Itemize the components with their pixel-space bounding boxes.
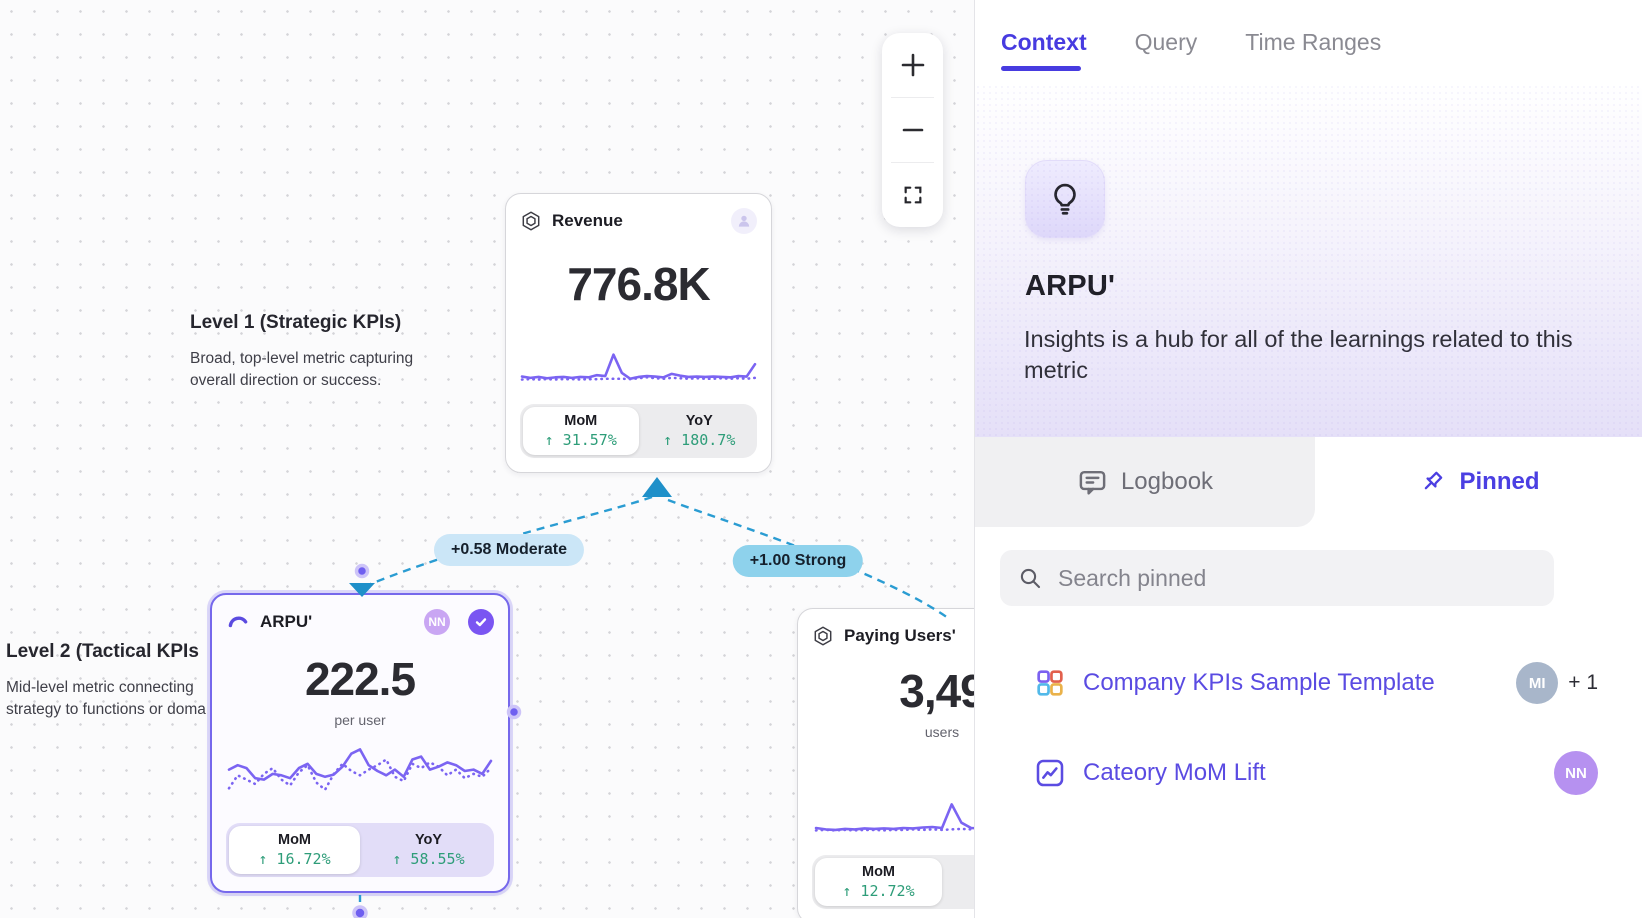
hexagon-metric-icon: [812, 625, 834, 647]
mom-toggle[interactable]: MoM ↑ 16.72%: [229, 826, 360, 874]
tab-time-ranges[interactable]: Time Ranges: [1245, 28, 1382, 55]
canvas-zoom-toolbar: [882, 33, 943, 227]
level-1-annotation: Level 1 (Strategic KPIs) Broad, top-leve…: [190, 312, 440, 392]
tab-query[interactable]: Query: [1134, 28, 1198, 55]
yoy-toggle[interactable]: YoY ↑ 180.7%: [642, 404, 758, 458]
zoom-out-button[interactable]: [882, 98, 943, 162]
yoy-label: YoY: [414, 832, 443, 848]
edge-label-strong[interactable]: +1.00 Strong: [732, 545, 864, 577]
metric-unit: users: [924, 724, 960, 740]
fit-view-button[interactable]: [882, 163, 943, 227]
card-title: Paying Users': [844, 626, 956, 645]
metric-unit: per user: [334, 712, 386, 728]
metric-context-hero: ARPU' Insights is a hub for all of the l…: [975, 84, 1642, 437]
lightbulb-icon: [1054, 183, 1076, 215]
sparkline-chart: [520, 311, 757, 392]
level-1-desc-line1: Broad, top-level metric capturing: [190, 350, 414, 367]
edge-arrowhead-up: [642, 477, 672, 497]
search-pinned-box[interactable]: [1000, 550, 1554, 606]
tab-context[interactable]: Context: [1001, 28, 1087, 55]
minus-icon: [902, 128, 923, 132]
level-2-title: Level 2 (Tactical KPIs: [6, 641, 199, 662]
level-2-desc-line1: Mid-level metric connecting: [6, 679, 194, 696]
subtab-pinned[interactable]: Pinned: [1315, 437, 1642, 527]
pinned-item-cateory-mom-lift[interactable]: Cateory MoM Lift NN: [975, 745, 1642, 801]
card-title: ARPU': [260, 612, 313, 631]
hexagon-metric-icon: [520, 210, 542, 232]
mom-value: ↑ 12.72%: [842, 882, 915, 900]
insights-tile: [1025, 160, 1105, 238]
sparkline-chart: [226, 728, 494, 811]
edge-label-moderate[interactable]: +0.58 Moderate: [433, 534, 585, 566]
panel-tab-bar: Context Query Time Ranges: [975, 0, 1642, 84]
owner-badge: NN: [424, 609, 450, 635]
yoy-toggle[interactable]: YoY ↑ 58.55%: [363, 823, 494, 877]
pinned-item-label: Company KPIs Sample Template: [1083, 669, 1435, 696]
active-tab-underline: [1001, 66, 1081, 71]
pinned-list: Company KPIs Sample Template MI + 1 Cate…: [975, 647, 1642, 801]
pinned-item-label: Cateory MoM Lift: [1083, 759, 1266, 786]
metric-value: 776.8K: [567, 258, 710, 310]
metric-value: 222.5: [304, 653, 416, 705]
mom-value: ↑ 31.57%: [544, 431, 617, 449]
yoy-label: YoY: [685, 413, 713, 429]
verified-check-icon: [468, 609, 494, 635]
fullscreen-icon: [904, 186, 921, 204]
chart-lift-icon: [1033, 756, 1067, 790]
pinned-search-row: [975, 527, 1642, 647]
avatar-nn: NN: [1554, 751, 1598, 795]
mom-toggle[interactable]: MoM ↑ 12.72%: [815, 858, 942, 906]
pinned-item-extra-count: + 1: [1568, 671, 1598, 694]
pinned-item-company-kpis[interactable]: Company KPIs Sample Template MI + 1: [975, 655, 1642, 711]
level-2-desc-line2: strategy to functions or doma: [6, 701, 206, 718]
pin-icon: [1425, 471, 1443, 489]
metric-value: 3,49: [899, 665, 986, 717]
search-pinned-input[interactable]: [1058, 564, 1536, 592]
avatar-mi: MI: [1516, 662, 1559, 704]
card-title: Revenue: [552, 211, 623, 230]
panel-metric-title: ARPU': [1025, 270, 1116, 302]
logbook-icon: [1079, 470, 1106, 495]
yoy-value: ↑ 180.7%: [663, 431, 736, 449]
subtab-pinned-label: Pinned: [1459, 468, 1540, 495]
metric-card-revenue[interactable]: Revenue 776.8K MoM ↑ 31.57% YoY ↑ 180.7%: [505, 193, 772, 473]
connection-handle-dot: [354, 563, 370, 579]
subtab-logbook[interactable]: Logbook: [975, 437, 1315, 527]
template-grid-icon: [1033, 666, 1067, 700]
owner-avatar-icon: [731, 208, 757, 234]
panel-subtabs: Logbook Pinned: [975, 437, 1642, 527]
period-toggle: MoM ↑ 16.72% YoY ↑ 58.55%: [226, 823, 494, 877]
plus-icon: [901, 53, 924, 77]
mom-label: MoM: [861, 864, 895, 880]
mom-value: ↑ 16.72%: [258, 850, 331, 868]
arc-metric-icon: [226, 610, 250, 634]
metric-card-arpu[interactable]: ARPU' NN 222.5 per user MoM ↑ 16.72% YoY…: [210, 593, 510, 893]
search-icon: [1020, 568, 1041, 589]
period-toggle: MoM ↑ 31.57% YoY ↑ 180.7%: [520, 404, 757, 458]
subtab-logbook-label: Logbook: [1120, 468, 1214, 495]
connection-handle-dot: [506, 704, 522, 720]
level-1-desc-line2: overall direction or success.: [190, 372, 382, 389]
side-panel: Context Query Time Ranges ARPU' Insights…: [974, 0, 1642, 918]
yoy-value: ↑ 58.55%: [392, 850, 465, 868]
mom-toggle[interactable]: MoM ↑ 31.57%: [523, 407, 639, 455]
level-2-annotation: Level 2 (Tactical KPIs Mid-level metric …: [6, 641, 246, 721]
level-1-title: Level 1 (Strategic KPIs): [190, 312, 402, 333]
mom-label: MoM: [564, 413, 598, 429]
mom-label: MoM: [277, 832, 311, 848]
zoom-in-button[interactable]: [882, 33, 943, 97]
connection-handle-dot: [352, 905, 368, 918]
panel-metric-description: Insights is a hub for all of the learnin…: [1024, 326, 1573, 383]
